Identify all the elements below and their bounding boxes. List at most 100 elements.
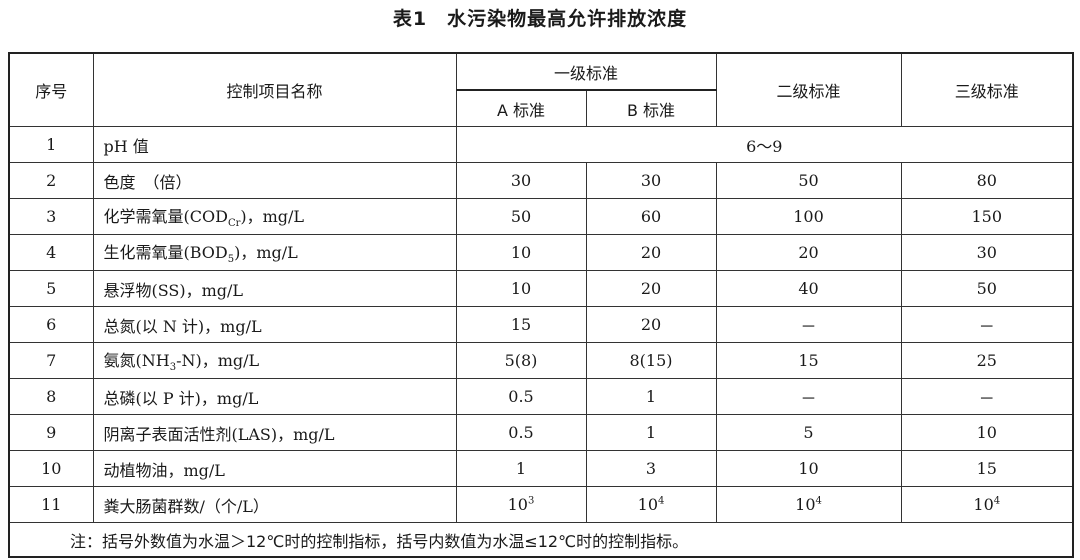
header-b: B 标准 [585, 89, 717, 127]
cell-l3: 10 [900, 414, 1074, 451]
text: 氨氮(NH [103, 351, 170, 371]
cell-seq: 5 [8, 270, 94, 307]
cell-name: 粪大肠菌群数/（个/L） [92, 486, 457, 523]
cell-a: 5(8) [455, 342, 587, 379]
text: )，mg/L [240, 207, 305, 227]
cell-l3: 15 [900, 450, 1074, 487]
cell-b: 20 [585, 306, 717, 343]
table-row: 1 pH 值 6～9 [8, 126, 1074, 163]
cell-b: 20 [585, 270, 717, 307]
text: 生化需氧量(BOD [103, 243, 228, 263]
text: 化学需氧量(COD [103, 207, 228, 227]
cell-l3: 80 [900, 162, 1074, 199]
cell-a: 30 [455, 162, 587, 199]
cell-name: 氨氮(NH3-N)，mg/L [92, 342, 457, 379]
cell-l2: 100 [715, 198, 902, 235]
cell-name: 总氮(以 N 计)，mg/L [92, 306, 457, 343]
note-row: 注：括号外数值为水温＞12℃时的控制指标，括号内数值为水温≤12℃时的控制指标。 [8, 522, 1074, 558]
cell-name: 色度 （倍） [92, 162, 457, 199]
cell-a: 10 [455, 270, 587, 307]
cell-seq: 1 [8, 126, 94, 163]
table-row: 6 总氮(以 N 计)，mg/L 15 20 －－ [8, 306, 1074, 343]
text: 5 [227, 254, 235, 266]
cell-seq: 7 [8, 342, 94, 379]
table-row: 3 化学需氧量(CODCr)，mg/L 50 60 100 150 [8, 198, 1074, 235]
cell-l2: 10 [715, 450, 902, 487]
cell-seq: 10 [8, 450, 94, 487]
text: 3 [169, 362, 177, 374]
header-level3: 三级标准 [900, 52, 1074, 127]
table-row: 8 总磷(以 P 计)，mg/L 0.5 1 －－ [8, 378, 1074, 415]
table-row: 11 粪大肠菌群数/（个/L） 103 104 104 104 [8, 486, 1074, 523]
cell-b: 60 [585, 198, 717, 235]
cell-l3: 30 [900, 234, 1074, 271]
cell-name: 生化需氧量(BOD5)，mg/L [92, 234, 457, 271]
cell-l3: － [900, 306, 1074, 343]
text: 3 [527, 495, 535, 507]
header-row: 序号 控制项目名称 一级标准 二级标准 三级标准 [8, 52, 1074, 127]
table-row: 2 色度 （倍） 30 30 50 80 [8, 162, 1074, 199]
cell-l2: 104 [715, 486, 902, 523]
cell-b: 1 [585, 414, 717, 451]
pollutant-standards-table: 序号 控制项目名称 一级标准 二级标准 三级标准 A 标准 B 标准 1 pH 值… [8, 52, 1075, 558]
cell-a: 50 [455, 198, 587, 235]
cell-seq: 3 [8, 198, 94, 235]
text: )，mg/L [234, 243, 298, 263]
cell-name: 悬浮物(SS)，mg/L [92, 270, 457, 307]
cell-b: 20 [585, 234, 717, 271]
cell-name: 动植物油，mg/L [92, 450, 457, 487]
cell-l3: 150 [900, 198, 1074, 235]
header-level2: 二级标准 [715, 52, 902, 127]
cell-l3: － [900, 378, 1074, 415]
cell-name: 阴离子表面活性剂(LAS)，mg/L [92, 414, 457, 451]
header-seq: 序号 [8, 52, 94, 127]
text: 4 [993, 495, 1001, 507]
cell-seq: 2 [8, 162, 94, 199]
cell-l2: 20 [715, 234, 902, 271]
table-row: 7 氨氮(NH3-N)，mg/L 5(8) 8(15) 15 25 [8, 342, 1074, 379]
cell-seq: 8 [8, 378, 94, 415]
cell-name: 化学需氧量(CODCr)，mg/L [92, 198, 457, 235]
table-note: 注：括号外数值为水温＞12℃时的控制指标，括号内数值为水温≤12℃时的控制指标。 [8, 522, 1074, 558]
table-row: 9 阴离子表面活性剂(LAS)，mg/L 0.5 1 5 10 [8, 414, 1074, 451]
cell-a: 0.5 [455, 378, 587, 415]
text: -N)，mg/L [176, 351, 260, 371]
cell-l2: 15 [715, 342, 902, 379]
table-title: 表1 水污染物最高允许排放浓度 [392, 8, 688, 30]
header-level1: 一级标准 [455, 52, 717, 91]
text: 10 [795, 495, 816, 514]
cell-seq: 11 [8, 486, 94, 523]
cell-b: 3 [585, 450, 717, 487]
cell-b: 1 [585, 378, 717, 415]
cell-a: 10 [455, 234, 587, 271]
cell-l2: － [715, 378, 902, 415]
table-row: 5 悬浮物(SS)，mg/L 10 20 40 50 [8, 270, 1074, 307]
cell-merged: 6～9 [455, 126, 1074, 163]
cell-l3: 104 [900, 486, 1074, 523]
cell-l3: 25 [900, 342, 1074, 379]
cell-name: 总磷(以 P 计)，mg/L [92, 378, 457, 415]
cell-a: 15 [455, 306, 587, 343]
header-subrow: A 标准 B 标准 [9, 89, 1073, 127]
header-a: A 标准 [455, 89, 587, 127]
header-name: 控制项目名称 [92, 52, 457, 127]
cell-l2: 50 [715, 162, 902, 199]
cell-b: 104 [585, 486, 717, 523]
text: Cr [227, 218, 241, 230]
text: 10 [637, 495, 658, 514]
cell-seq: 9 [8, 414, 94, 451]
cell-name: pH 值 [92, 126, 457, 163]
cell-a: 0.5 [455, 414, 587, 451]
cell-l2: 5 [715, 414, 902, 451]
table-row: 4 生化需氧量(BOD5)，mg/L 10 20 20 30 [8, 234, 1074, 271]
text: 4 [815, 495, 822, 507]
cell-l2: － [715, 306, 902, 343]
table-row: 10 动植物油，mg/L 1 3 10 15 [8, 450, 1074, 487]
cell-seq: 4 [8, 234, 94, 271]
text: 10 [507, 495, 528, 514]
cell-b: 30 [585, 162, 717, 199]
cell-l3: 50 [900, 270, 1074, 307]
cell-l2: 40 [715, 270, 902, 307]
cell-a: 103 [455, 486, 587, 523]
cell-a: 1 [455, 450, 587, 487]
